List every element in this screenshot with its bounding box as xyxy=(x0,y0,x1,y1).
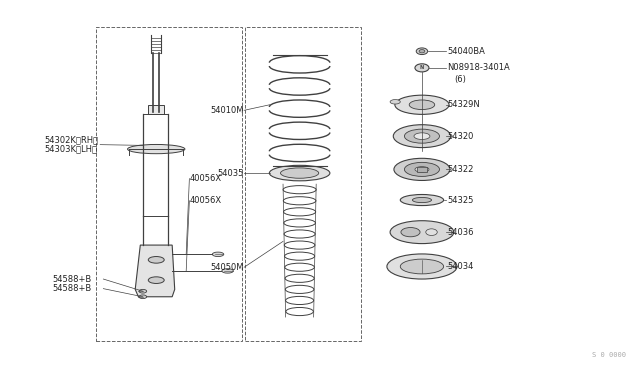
Bar xyxy=(246,27,362,341)
Ellipse shape xyxy=(222,269,234,273)
Text: 54588+B: 54588+B xyxy=(52,275,92,283)
Ellipse shape xyxy=(426,229,437,235)
Ellipse shape xyxy=(139,289,147,293)
Text: 54035: 54035 xyxy=(217,169,244,177)
Ellipse shape xyxy=(139,295,147,299)
Ellipse shape xyxy=(404,162,440,176)
Text: 54329N: 54329N xyxy=(447,100,480,109)
Ellipse shape xyxy=(269,165,330,181)
Ellipse shape xyxy=(404,129,440,143)
Ellipse shape xyxy=(409,100,435,110)
Ellipse shape xyxy=(416,48,428,55)
Polygon shape xyxy=(135,245,175,297)
Text: 40056X: 40056X xyxy=(189,196,221,205)
Text: 54050M: 54050M xyxy=(210,263,244,272)
Text: N: N xyxy=(420,65,424,70)
Ellipse shape xyxy=(212,252,224,257)
Text: N08918-3401A: N08918-3401A xyxy=(447,63,510,72)
Ellipse shape xyxy=(280,168,319,178)
Bar xyxy=(96,27,243,341)
Ellipse shape xyxy=(148,277,164,283)
Text: 54320: 54320 xyxy=(447,132,474,141)
Ellipse shape xyxy=(387,254,457,279)
Ellipse shape xyxy=(401,228,420,237)
Ellipse shape xyxy=(395,95,449,114)
Text: S 0 0000: S 0 0000 xyxy=(592,352,626,358)
Ellipse shape xyxy=(390,221,454,244)
Ellipse shape xyxy=(394,158,450,180)
Text: 54322: 54322 xyxy=(447,165,474,174)
Ellipse shape xyxy=(419,49,425,53)
Text: 54588+B: 54588+B xyxy=(52,284,92,293)
Text: (6): (6) xyxy=(454,75,466,84)
Ellipse shape xyxy=(415,167,429,172)
Text: 54325: 54325 xyxy=(447,196,474,205)
Ellipse shape xyxy=(400,195,444,206)
Bar xyxy=(148,105,164,114)
Text: 54036: 54036 xyxy=(447,228,474,237)
Ellipse shape xyxy=(148,257,164,263)
Text: 54040BA: 54040BA xyxy=(447,47,485,56)
Text: 54302K〈RH〉: 54302K〈RH〉 xyxy=(45,135,99,144)
Ellipse shape xyxy=(390,100,400,104)
Ellipse shape xyxy=(400,259,444,274)
Bar xyxy=(417,167,427,171)
Ellipse shape xyxy=(127,144,185,154)
Ellipse shape xyxy=(414,133,430,140)
Text: 54010M: 54010M xyxy=(210,106,244,115)
Ellipse shape xyxy=(415,64,429,72)
Text: 54303K〈LH〉: 54303K〈LH〉 xyxy=(45,145,98,154)
Text: 40056X: 40056X xyxy=(189,174,221,183)
Ellipse shape xyxy=(412,198,431,203)
Ellipse shape xyxy=(394,125,451,148)
Text: 54034: 54034 xyxy=(447,262,474,271)
